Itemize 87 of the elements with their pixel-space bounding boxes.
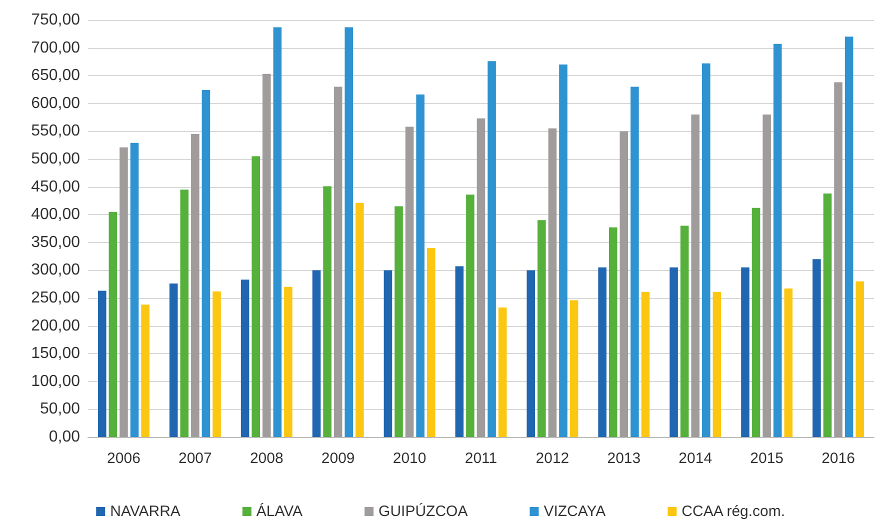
legend-label: NAVARRA <box>110 503 180 520</box>
bar <box>180 190 189 437</box>
bar <box>773 44 782 437</box>
x-tick-label: 2013 <box>607 450 641 467</box>
y-tick-label: 700,00 <box>31 39 80 56</box>
bar <box>252 156 260 437</box>
bar <box>526 270 536 437</box>
bar <box>598 267 606 437</box>
y-tick-label: 750,00 <box>31 12 80 28</box>
bar <box>323 186 332 437</box>
bar <box>262 74 271 437</box>
bar <box>844 36 854 437</box>
bar <box>741 267 750 437</box>
bar <box>334 86 342 437</box>
bar <box>498 307 507 437</box>
legend-label: CCAA rég.com. <box>682 503 786 520</box>
y-tick-label: 500,00 <box>31 150 80 168</box>
bar <box>120 147 128 437</box>
bar <box>620 131 628 437</box>
bar <box>834 82 842 437</box>
bar <box>273 27 282 437</box>
bar <box>426 248 436 437</box>
bar <box>784 288 793 437</box>
x-tick-label: 2014 <box>678 450 712 467</box>
y-tick-label: 450,00 <box>31 178 80 196</box>
x-tick-label: 2009 <box>321 450 355 467</box>
bar <box>356 202 364 437</box>
y-tick-label: 600,00 <box>31 94 80 112</box>
bar <box>394 206 403 437</box>
legend-label: VIZCAYA <box>544 503 606 520</box>
y-tick-label: 650,00 <box>31 67 80 84</box>
x-tick-label: 2010 <box>392 450 426 467</box>
bar <box>212 291 221 437</box>
x-tick-label: 2008 <box>250 450 284 467</box>
bar <box>559 64 568 437</box>
y-tick-label: 300,00 <box>31 262 80 279</box>
bar <box>680 226 689 437</box>
x-tick-label: 2012 <box>536 450 570 467</box>
bar <box>812 259 821 437</box>
bar <box>570 300 578 437</box>
y-tick-label: 0,00 <box>48 428 80 446</box>
x-tick-label: 2011 <box>464 450 498 467</box>
bar <box>702 63 710 437</box>
bar <box>670 267 678 437</box>
y-tick-label: 400,00 <box>31 206 80 224</box>
x-tick-label: 2015 <box>750 450 784 467</box>
bar <box>641 292 650 437</box>
x-tick-label: 2007 <box>178 450 212 467</box>
y-tick-label: 100,00 <box>31 372 80 390</box>
bar <box>284 286 292 437</box>
bar <box>344 27 354 437</box>
bar <box>608 227 618 437</box>
y-tick-label: 250,00 <box>31 290 80 306</box>
bar <box>384 270 392 437</box>
legend-label: ÁLAVA <box>256 502 303 520</box>
y-tick-label: 200,00 <box>31 317 80 334</box>
bar <box>823 193 832 437</box>
bar <box>455 266 464 437</box>
bar <box>630 86 639 437</box>
bar <box>240 280 250 437</box>
legend-label: GUIPÚZCOA <box>378 502 468 520</box>
y-tick-label: 550,00 <box>31 122 80 140</box>
bar <box>141 304 150 437</box>
y-tick-label: 50,00 <box>40 400 80 418</box>
y-tick-label: 150,00 <box>31 345 80 362</box>
bar <box>130 142 139 437</box>
bar <box>466 194 474 437</box>
bar <box>691 114 700 437</box>
bar <box>538 220 546 437</box>
bar <box>752 208 760 437</box>
bar <box>191 134 200 437</box>
bar <box>108 212 118 437</box>
bar <box>312 270 321 437</box>
bar <box>488 61 496 437</box>
bar <box>712 292 722 437</box>
bar <box>548 128 557 437</box>
bar <box>762 114 771 437</box>
bar <box>416 94 424 437</box>
x-tick-label: 2016 <box>822 450 855 467</box>
y-tick-label: 350,00 <box>31 234 80 251</box>
bar <box>856 281 864 437</box>
bar <box>405 126 414 437</box>
bar <box>476 118 486 437</box>
bar <box>202 90 210 437</box>
x-tick-label: 2006 <box>107 450 140 467</box>
bar <box>98 290 106 437</box>
bar <box>169 284 178 437</box>
